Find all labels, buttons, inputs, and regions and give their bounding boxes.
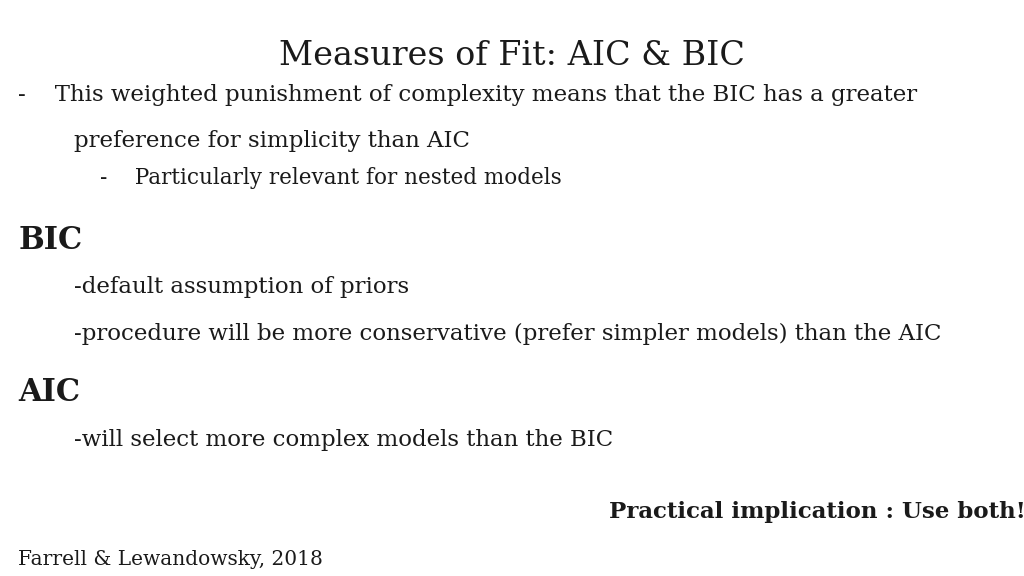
Text: -    This weighted punishment of complexity means that the BIC has a greater: - This weighted punishment of complexity… [18, 84, 918, 105]
Text: Practical implication : Use both!!: Practical implication : Use both!! [609, 501, 1024, 523]
Text: -default assumption of priors: -default assumption of priors [74, 276, 409, 298]
Text: -will select more complex models than the BIC: -will select more complex models than th… [74, 429, 613, 451]
Text: -    Particularly relevant for nested models: - Particularly relevant for nested model… [100, 167, 562, 189]
Text: Measures of Fit: AIC & BIC: Measures of Fit: AIC & BIC [280, 40, 744, 73]
Text: preference for simplicity than AIC: preference for simplicity than AIC [74, 130, 470, 151]
Text: BIC: BIC [18, 225, 83, 256]
Text: -procedure will be more conservative (prefer simpler models) than the AIC: -procedure will be more conservative (pr… [74, 323, 941, 344]
Text: AIC: AIC [18, 377, 81, 408]
Text: Farrell & Lewandowsky, 2018: Farrell & Lewandowsky, 2018 [18, 550, 324, 569]
